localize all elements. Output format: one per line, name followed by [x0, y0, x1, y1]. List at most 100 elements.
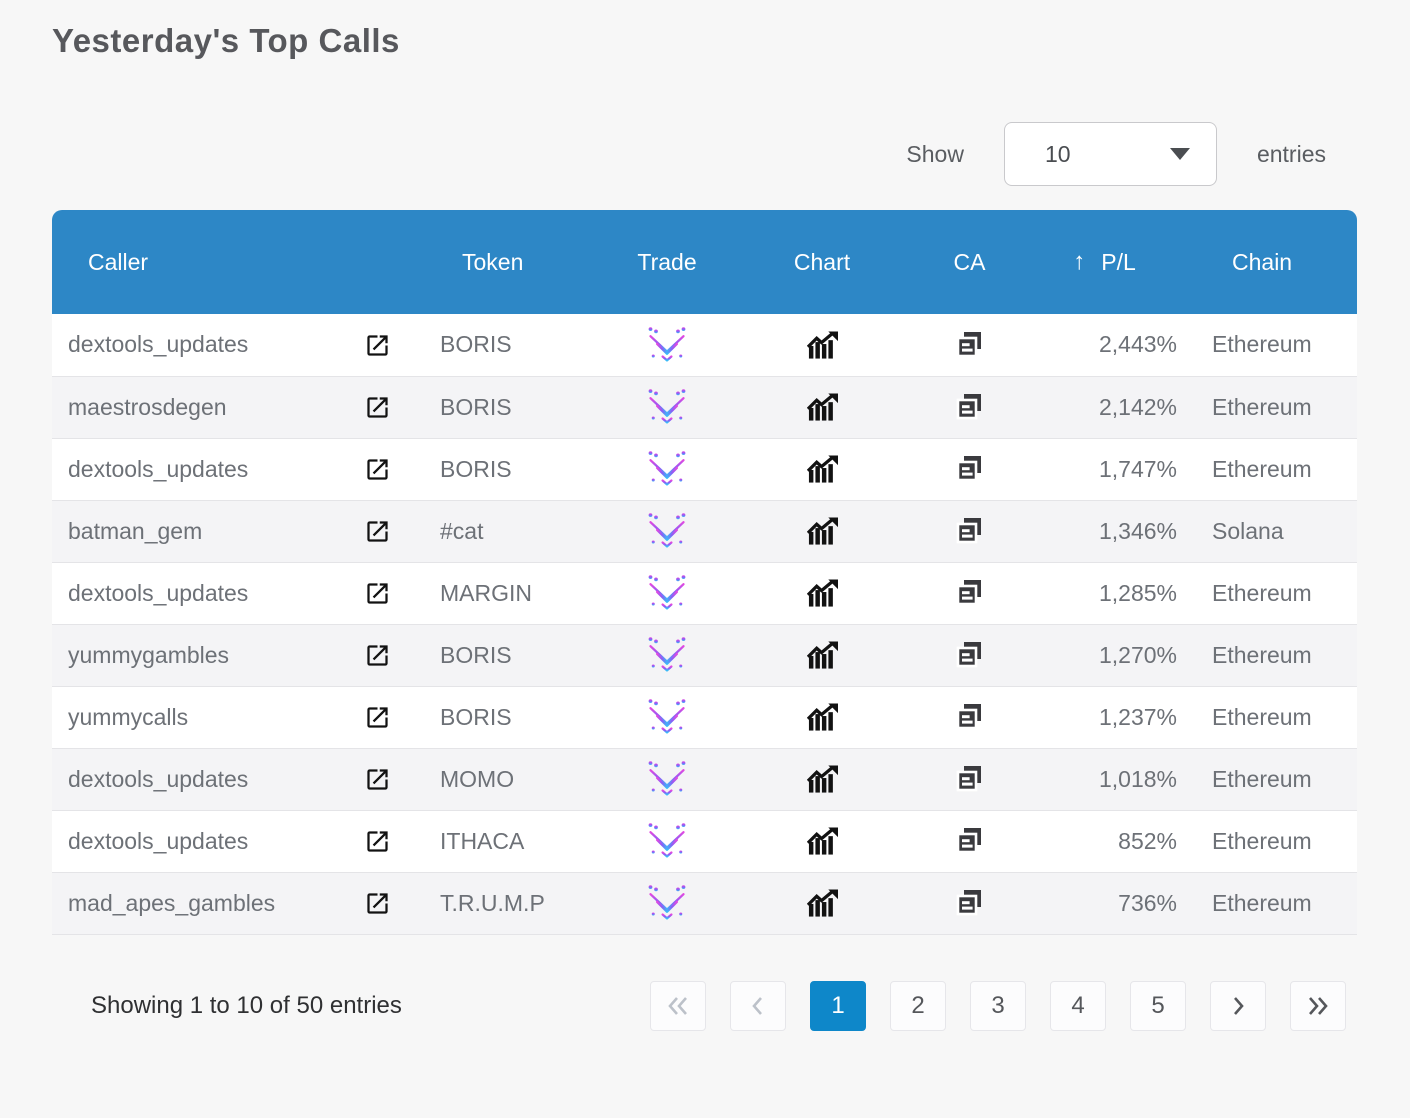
- token-cell: ITHACA: [440, 827, 525, 854]
- maestro-bot-icon: [648, 451, 686, 486]
- price-chart-icon: [806, 455, 838, 484]
- open-caller-link-button[interactable]: [364, 766, 391, 793]
- trade-button[interactable]: [645, 512, 689, 550]
- page-size-value: 10: [1044, 140, 1071, 167]
- copy-contract-button[interactable]: [955, 516, 985, 546]
- page-number-button[interactable]: 4: [1050, 980, 1106, 1031]
- page-number-button[interactable]: 3: [970, 980, 1026, 1031]
- trade-button[interactable]: [645, 760, 689, 798]
- chain-cell: Ethereum: [1212, 703, 1312, 730]
- trade-button[interactable]: [645, 326, 689, 364]
- open-caller-link-button[interactable]: [364, 890, 391, 917]
- caller-cell: dextools_updates: [68, 765, 249, 792]
- chart-button[interactable]: [806, 579, 838, 608]
- chain-cell: Ethereum: [1212, 455, 1312, 482]
- page-size-select[interactable]: 10: [1003, 122, 1217, 186]
- table-header: Caller Token Trade Chart CA ↑ P/L Chain: [52, 210, 1357, 314]
- open-caller-link-button[interactable]: [364, 456, 391, 483]
- column-header-pl[interactable]: ↑ P/L: [1017, 210, 1192, 314]
- chart-button[interactable]: [806, 455, 838, 484]
- page-number-button[interactable]: 5: [1130, 980, 1186, 1031]
- open-caller-link-button[interactable]: [364, 704, 391, 731]
- chart-button[interactable]: [806, 393, 838, 422]
- pl-cell: 2,443%: [1098, 331, 1177, 358]
- open-caller-link-button[interactable]: [364, 828, 391, 855]
- copy-contract-icon: [956, 766, 981, 792]
- caller-cell: batman_gem: [68, 517, 203, 544]
- price-chart-icon: [806, 827, 838, 856]
- chart-button[interactable]: [806, 765, 838, 794]
- token-cell: MARGIN: [440, 579, 532, 606]
- table-row: mad_apes_gambles T.R.U.M.P: [52, 872, 1357, 934]
- token-cell: MOMO: [440, 765, 515, 792]
- open-caller-link-button[interactable]: [364, 580, 391, 607]
- last-page-button[interactable]: [1290, 980, 1346, 1031]
- chart-button[interactable]: [806, 641, 838, 670]
- table-row: batman_gem #cat: [52, 500, 1357, 562]
- chart-button[interactable]: [806, 889, 838, 918]
- column-header-token[interactable]: Token: [412, 210, 612, 314]
- caller-cell: dextools_updates: [68, 827, 249, 854]
- maestro-bot-icon: [648, 513, 686, 548]
- chevron-left-icon: [752, 996, 762, 1015]
- copy-contract-button[interactable]: [955, 702, 985, 732]
- caller-cell: yummycalls: [68, 703, 189, 730]
- table-body: dextools_updates BORIS: [52, 314, 1357, 934]
- copy-contract-button[interactable]: [955, 764, 985, 794]
- copy-contract-button[interactable]: [955, 888, 985, 918]
- column-header-trade[interactable]: Trade: [612, 210, 722, 314]
- table-row: maestrosdegen BORIS: [52, 376, 1357, 438]
- caller-cell: dextools_updates: [68, 579, 249, 606]
- copy-contract-button[interactable]: [955, 640, 985, 670]
- trade-button[interactable]: [645, 574, 689, 612]
- trade-button[interactable]: [645, 822, 689, 860]
- column-header-chart[interactable]: Chart: [722, 210, 922, 314]
- header-row: Caller Token Trade Chart CA ↑ P/L Chain: [52, 210, 1357, 314]
- trade-button[interactable]: [645, 636, 689, 674]
- open-caller-link-button[interactable]: [364, 332, 391, 359]
- chain-cell: Ethereum: [1212, 765, 1312, 792]
- open-caller-link-button[interactable]: [364, 642, 391, 669]
- trade-button[interactable]: [645, 388, 689, 426]
- column-header-ca[interactable]: CA: [922, 210, 1017, 314]
- trade-button[interactable]: [645, 450, 689, 488]
- column-header-chain[interactable]: Chain: [1192, 210, 1357, 314]
- pl-cell: 852%: [1118, 827, 1177, 854]
- column-header-caller[interactable]: Caller: [52, 210, 342, 314]
- previous-page-button[interactable]: [730, 980, 786, 1031]
- show-label: Show: [906, 140, 964, 167]
- chart-button[interactable]: [806, 517, 838, 546]
- open-caller-link-button[interactable]: [364, 394, 391, 421]
- table-row: dextools_updates BORIS: [52, 438, 1357, 500]
- pl-cell: 1,018%: [1098, 765, 1177, 792]
- maestro-bot-icon: [648, 885, 686, 920]
- copy-contract-button[interactable]: [955, 578, 985, 608]
- caller-cell: mad_apes_gambles: [68, 889, 276, 916]
- chart-button[interactable]: [806, 827, 838, 856]
- double-chevron-left-icon: [668, 996, 687, 1015]
- chart-button[interactable]: [806, 703, 838, 732]
- column-header-link[interactable]: [342, 210, 412, 314]
- caller-cell: dextools_updates: [68, 455, 249, 482]
- chain-cell: Ethereum: [1212, 827, 1312, 854]
- chart-button[interactable]: [806, 331, 838, 359]
- pl-cell: 1,747%: [1098, 455, 1177, 482]
- copy-contract-button[interactable]: [955, 454, 985, 484]
- caller-cell: maestrosdegen: [68, 393, 227, 420]
- copy-contract-button[interactable]: [955, 826, 985, 856]
- copy-contract-icon: [956, 642, 981, 668]
- open-in-new-icon: [366, 707, 388, 728]
- copy-contract-button[interactable]: [955, 330, 985, 360]
- first-page-button[interactable]: [650, 980, 706, 1031]
- open-caller-link-button[interactable]: [364, 518, 391, 545]
- copy-contract-icon: [956, 580, 981, 606]
- trade-button[interactable]: [645, 698, 689, 736]
- page-number-button[interactable]: 1: [810, 980, 866, 1031]
- table-row: dextools_updates MARGIN: [52, 562, 1357, 624]
- page-number-button[interactable]: 2: [890, 980, 946, 1031]
- copy-contract-button[interactable]: [955, 392, 985, 422]
- next-page-button[interactable]: [1210, 980, 1266, 1031]
- sort-ascending-icon: ↑: [1073, 248, 1086, 276]
- trade-button[interactable]: [645, 884, 689, 922]
- chain-cell: Ethereum: [1212, 641, 1312, 668]
